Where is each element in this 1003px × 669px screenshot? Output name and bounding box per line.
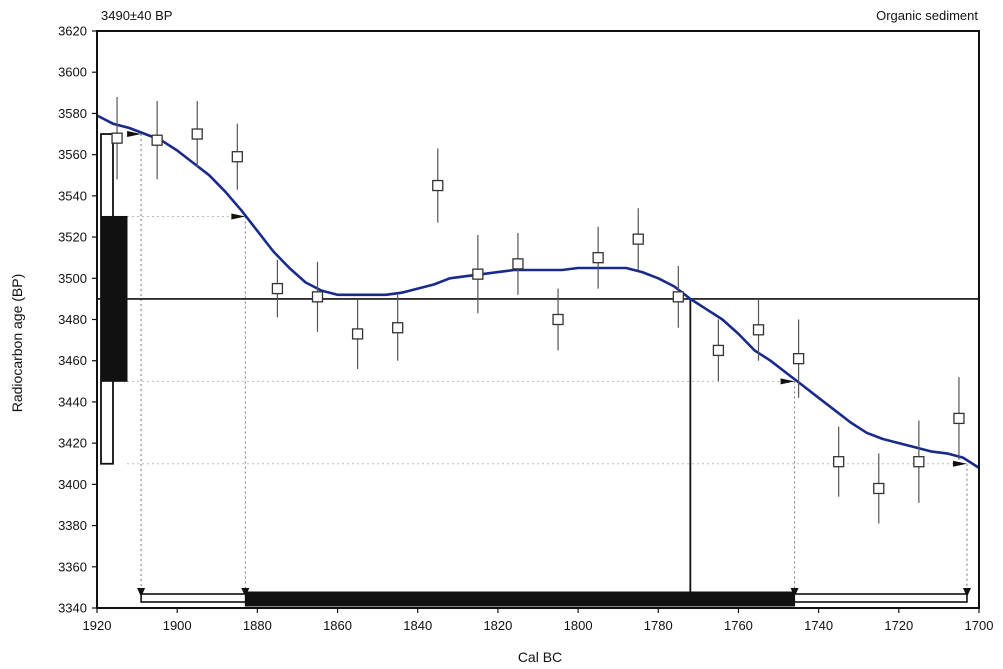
curve-intersection-arrowhead <box>780 378 795 385</box>
data-point-marker <box>632 233 644 245</box>
data-point-marker <box>592 252 604 264</box>
y-tick-label: 3560 <box>58 147 87 162</box>
x-tick-label: 1900 <box>163 618 192 633</box>
data-point-marker <box>752 324 765 336</box>
data-point-marker <box>151 134 163 146</box>
x-tick-label: 1740 <box>804 618 833 633</box>
x-tick-label: 1700 <box>965 618 994 633</box>
data-point-marker <box>913 456 925 468</box>
radiocarbon-1sigma-bar <box>100 215 128 382</box>
x-axis-title: Cal BC <box>518 649 562 665</box>
y-tick-label: 3540 <box>58 188 87 203</box>
y-tick-label: 3480 <box>58 312 87 327</box>
y-tick-label: 3380 <box>58 518 87 533</box>
x-tick-label: 1840 <box>403 618 432 633</box>
dropline-arrowhead <box>137 588 146 597</box>
data-point-marker <box>953 412 965 425</box>
data-point-marker <box>792 353 805 365</box>
calibration-curve <box>96 114 980 469</box>
data-point-marker <box>432 179 444 192</box>
y-tick-label: 3340 <box>58 601 87 616</box>
y-tick-label: 3600 <box>58 65 87 80</box>
data-point-marker <box>392 322 404 334</box>
y-tick-label: 3360 <box>58 559 87 574</box>
data-point-marker <box>873 482 885 495</box>
data-point-marker <box>111 132 123 144</box>
y-tick-label: 3440 <box>58 394 87 409</box>
curve-intersection-arrowhead <box>127 131 142 138</box>
calibrated-1sigma-bar <box>244 591 796 607</box>
data-point-marker <box>271 282 284 295</box>
data-point-marker <box>672 291 684 303</box>
x-tick-label: 1800 <box>564 618 593 633</box>
x-tick-label: 1920 <box>83 618 112 633</box>
data-point-marker <box>311 291 324 303</box>
dropline-arrowhead <box>962 588 971 597</box>
data-point-marker <box>552 313 564 326</box>
y-tick-label: 3520 <box>58 230 87 245</box>
y-tick-label: 3500 <box>58 271 87 286</box>
x-tick-label: 1780 <box>644 618 673 633</box>
data-point-marker <box>191 128 203 140</box>
data-point-marker <box>231 151 243 163</box>
plot-frame <box>96 30 980 609</box>
x-tick-label: 1860 <box>323 618 352 633</box>
y-tick-label: 3620 <box>58 24 87 39</box>
x-tick-label: 1720 <box>884 618 913 633</box>
curve-intersection-arrowhead <box>952 460 967 467</box>
sample-age-title: 3490±40 BP <box>101 8 172 23</box>
data-point-marker <box>351 328 364 340</box>
data-point-marker <box>833 456 845 468</box>
y-tick-label: 3400 <box>58 477 87 492</box>
x-tick-label: 1760 <box>724 618 753 633</box>
y-axis-title: Radiocarbon age (BP) <box>9 274 25 413</box>
x-tick-label: 1880 <box>243 618 272 633</box>
curve-intersection-arrowhead <box>231 213 246 220</box>
x-tick-label: 1820 <box>483 618 512 633</box>
sample-material-title: Organic sediment <box>876 8 978 23</box>
y-tick-label: 3420 <box>58 436 87 451</box>
plot-area <box>92 30 980 613</box>
data-point-marker <box>472 268 484 280</box>
data-point-marker <box>712 344 725 357</box>
data-point-marker <box>512 258 524 270</box>
y-tick-label: 3580 <box>58 106 87 121</box>
y-tick-label: 3460 <box>58 353 87 368</box>
